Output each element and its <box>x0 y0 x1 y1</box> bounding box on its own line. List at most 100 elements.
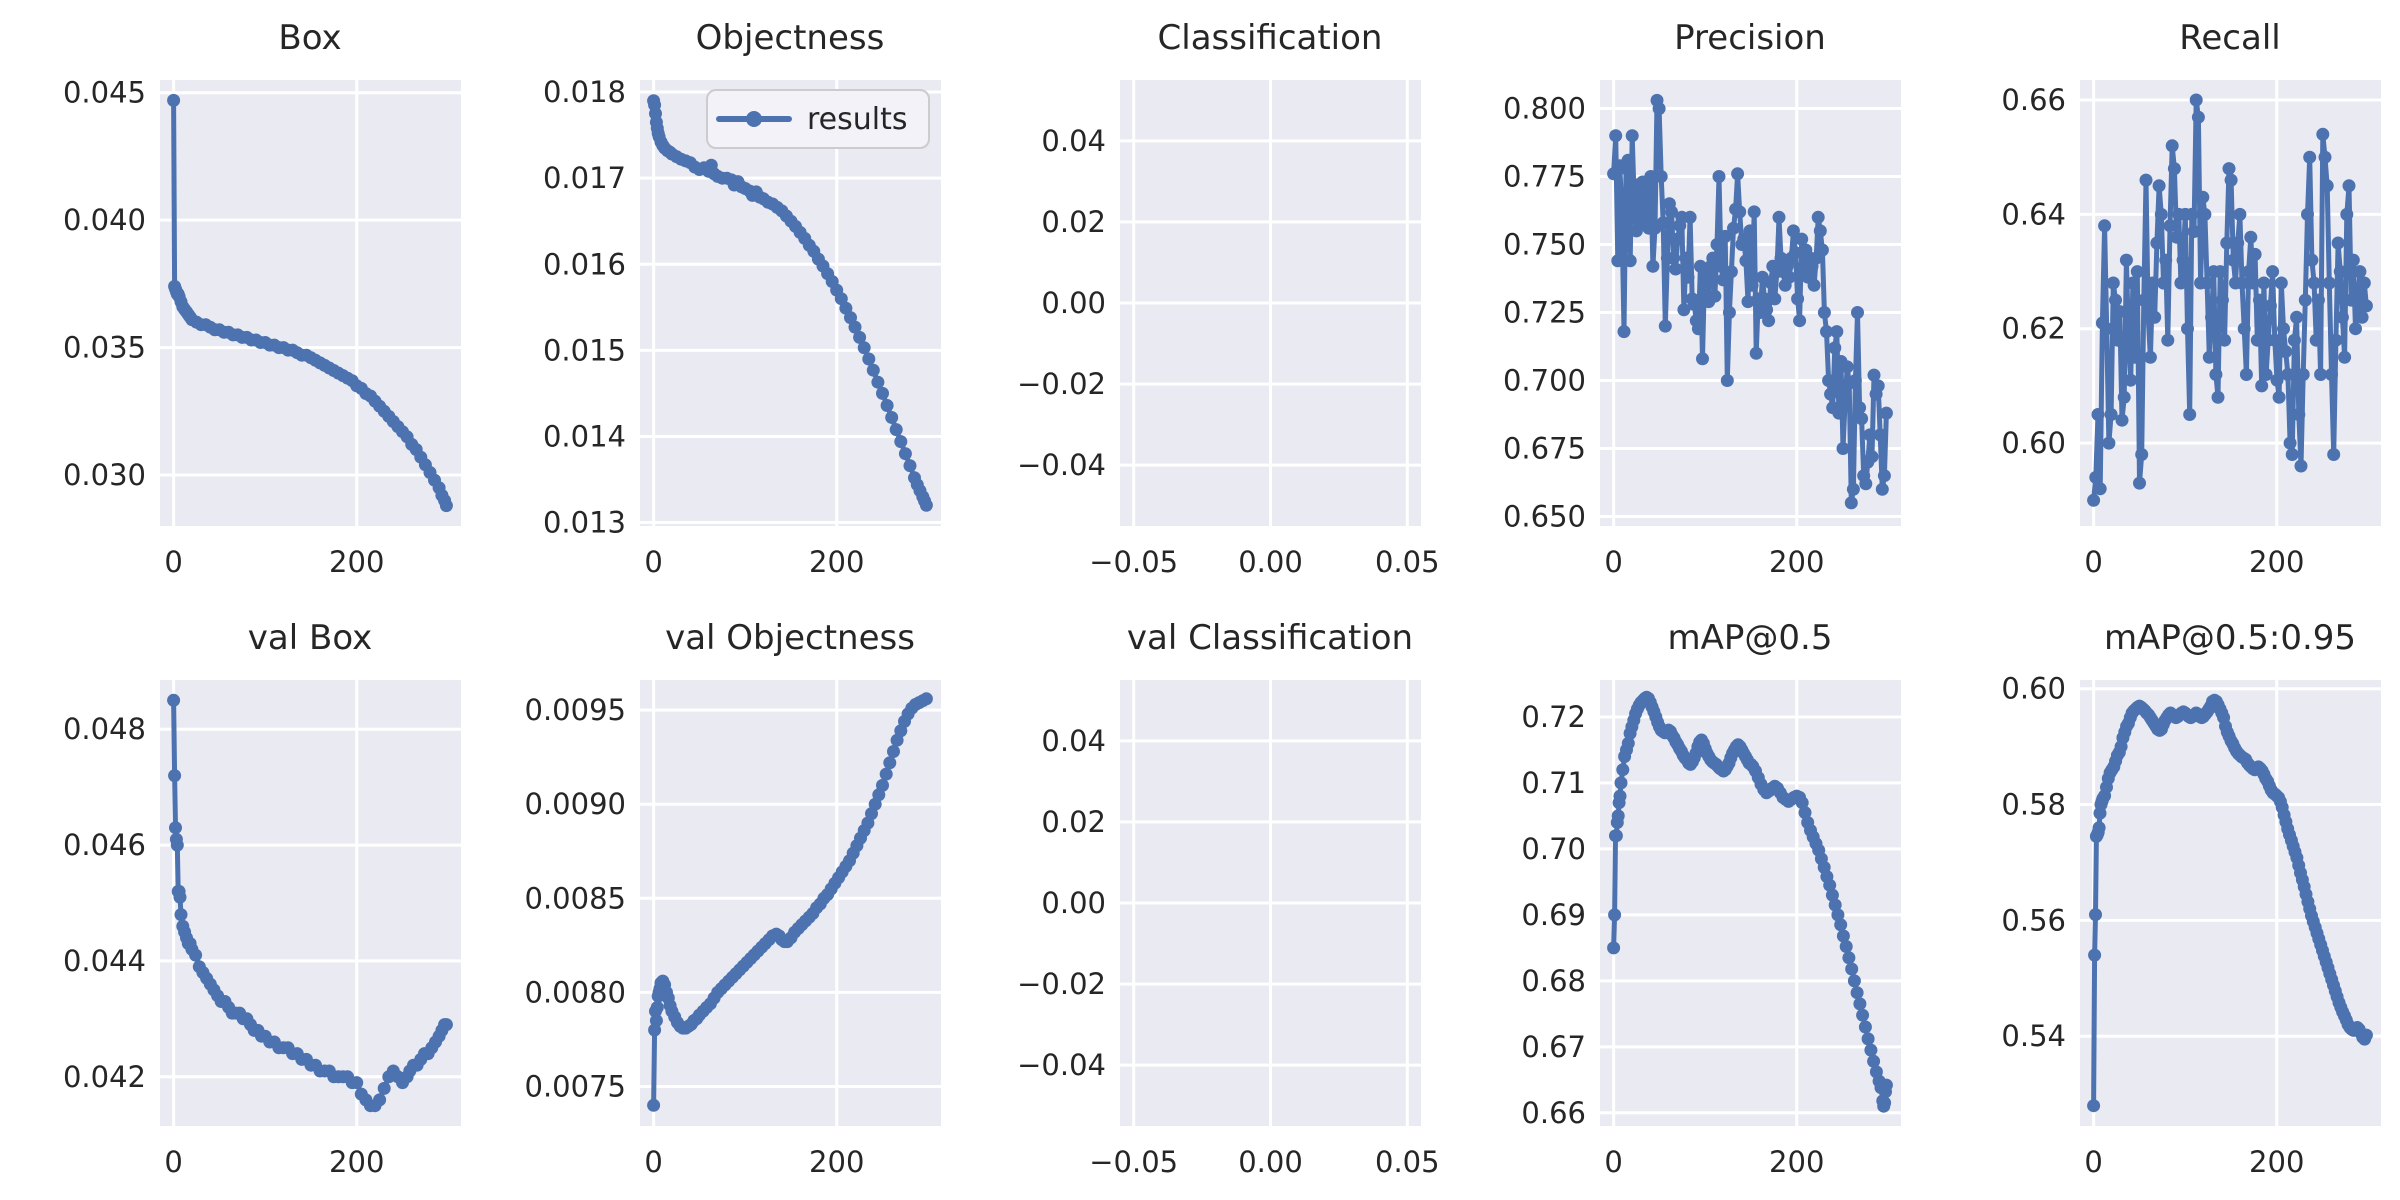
data-point-marker <box>2298 293 2312 307</box>
data-point-marker <box>2257 276 2271 290</box>
y-tick-label: 0.650 <box>1503 499 1586 533</box>
data-point-marker <box>2283 436 2297 450</box>
data-point-marker <box>167 693 181 707</box>
data-point-marker <box>2200 276 2214 290</box>
subplot-recall: Recall 0 200 0.60 0.62 0.64 0.66 <box>1920 0 2400 600</box>
data-point-marker <box>1832 406 1846 420</box>
data-point-marker <box>1846 482 1860 496</box>
data-point-marker <box>1871 379 1885 393</box>
data-point-marker <box>1731 167 1745 181</box>
x-tick-label: −0.05 <box>1089 545 1178 579</box>
data-point-marker <box>1782 270 1796 284</box>
data-point-marker <box>373 1093 387 1107</box>
data-point-marker <box>1621 153 1635 167</box>
data-point-marker <box>2274 276 2288 290</box>
plot-canvas-recall: 0 200 0.60 0.62 0.64 0.66 <box>2001 80 2381 579</box>
data-point-marker <box>876 386 889 400</box>
data-point-marker <box>2301 207 2314 221</box>
data-point-marker <box>2355 310 2369 324</box>
y-tick-label: 0.0095 <box>525 693 626 727</box>
data-point-marker <box>1677 303 1691 317</box>
data-point-marker <box>2307 276 2321 290</box>
y-tick-label: 0.64 <box>2001 197 2066 231</box>
y-tick-label: 0.775 <box>1503 160 1586 194</box>
data-point-marker <box>883 756 897 770</box>
y-tick-label: 0.54 <box>2001 1019 2066 1053</box>
data-point-marker <box>1625 129 1639 143</box>
data-point-marker <box>2357 276 2371 290</box>
y-tick-label: 0.71 <box>1521 766 1586 800</box>
y-tick-label: 0.017 <box>543 161 626 195</box>
legend-label: results <box>807 102 908 137</box>
data-point-marker <box>2135 448 2149 461</box>
data-point-marker <box>2250 333 2264 347</box>
data-point-marker <box>2139 173 2153 187</box>
data-point-marker <box>2342 179 2356 193</box>
data-point-marker <box>887 745 900 758</box>
data-point-marker <box>2331 236 2345 250</box>
data-point-marker <box>1696 352 1709 366</box>
data-point-marker <box>2239 368 2253 381</box>
data-point-marker <box>2211 390 2225 404</box>
data-point-marker <box>1760 303 1774 317</box>
x-tick-label: 0.05 <box>1375 545 1440 579</box>
data-point-marker <box>2128 350 2142 364</box>
data-point-marker <box>1815 243 1829 257</box>
data-point-marker <box>189 948 203 962</box>
data-point-marker <box>377 1081 391 1095</box>
data-point-marker <box>2287 333 2301 347</box>
data-point-marker <box>2183 408 2197 421</box>
y-tick-label: 0.60 <box>2001 672 2066 706</box>
data-point-marker <box>1640 183 1654 197</box>
data-point-marker <box>2296 368 2310 381</box>
data-point-marker <box>1623 254 1637 268</box>
data-point-marker <box>1679 251 1693 265</box>
data-point-marker <box>1733 205 1747 219</box>
data-point-marker <box>2089 470 2103 484</box>
data-point-marker <box>2089 908 2102 922</box>
y-tick-label: 0.69 <box>1521 898 1586 932</box>
data-point-marker <box>2259 368 2273 381</box>
data-point-marker <box>1824 387 1838 401</box>
data-point-marker <box>439 499 453 513</box>
data-point-marker <box>1714 259 1728 273</box>
y-tick-label: 0.725 <box>1503 296 1586 330</box>
data-point-marker <box>1793 314 1807 328</box>
data-point-marker <box>1867 368 1881 382</box>
data-point-marker <box>889 423 903 437</box>
y-tick-label: 0.72 <box>1521 700 1586 734</box>
data-point-marker <box>2159 253 2173 267</box>
data-point-marker <box>2102 436 2116 450</box>
data-point-marker <box>2170 230 2184 244</box>
x-tick-label: 200 <box>809 545 864 579</box>
data-point-marker <box>2270 373 2284 387</box>
data-point-marker <box>2305 253 2319 267</box>
data-point-marker <box>2235 276 2249 290</box>
data-point-marker <box>2237 322 2251 336</box>
data-point-marker <box>1608 908 1622 922</box>
data-point-marker <box>2163 219 2177 233</box>
y-tick-label: 0.04 <box>1041 124 1106 158</box>
data-point-marker <box>1811 210 1825 224</box>
data-point-marker <box>1747 205 1761 219</box>
data-point-marker <box>2220 236 2234 250</box>
data-point-marker <box>2146 276 2160 290</box>
x-tick-label: 0.05 <box>1375 1145 1440 1179</box>
y-tick-label: 0.66 <box>1521 1096 1586 1130</box>
data-point-marker <box>2285 448 2299 461</box>
y-tick-label: 0.040 <box>63 203 146 237</box>
subplot-title: Precision <box>1674 18 1826 58</box>
plot-canvas-objectness: 0 200 0.013 0.014 0.015 0.016 0.017 0.018 result… <box>543 75 941 579</box>
data-point-marker <box>1844 496 1858 510</box>
data-point-marker <box>2191 110 2205 124</box>
plot-canvas-box: 0 200 0.030 0.035 0.040 0.045 <box>63 76 461 579</box>
y-tick-label: 0.66 <box>2001 83 2066 117</box>
data-point-marker <box>1875 482 1889 496</box>
data-point-marker <box>1727 221 1740 235</box>
data-point-marker <box>2213 265 2227 279</box>
y-tick-label: 0.016 <box>543 247 626 281</box>
x-tick-label: 0 <box>2084 545 2102 579</box>
data-point-marker <box>2327 448 2341 461</box>
y-tick-label: 0.0080 <box>525 975 626 1009</box>
